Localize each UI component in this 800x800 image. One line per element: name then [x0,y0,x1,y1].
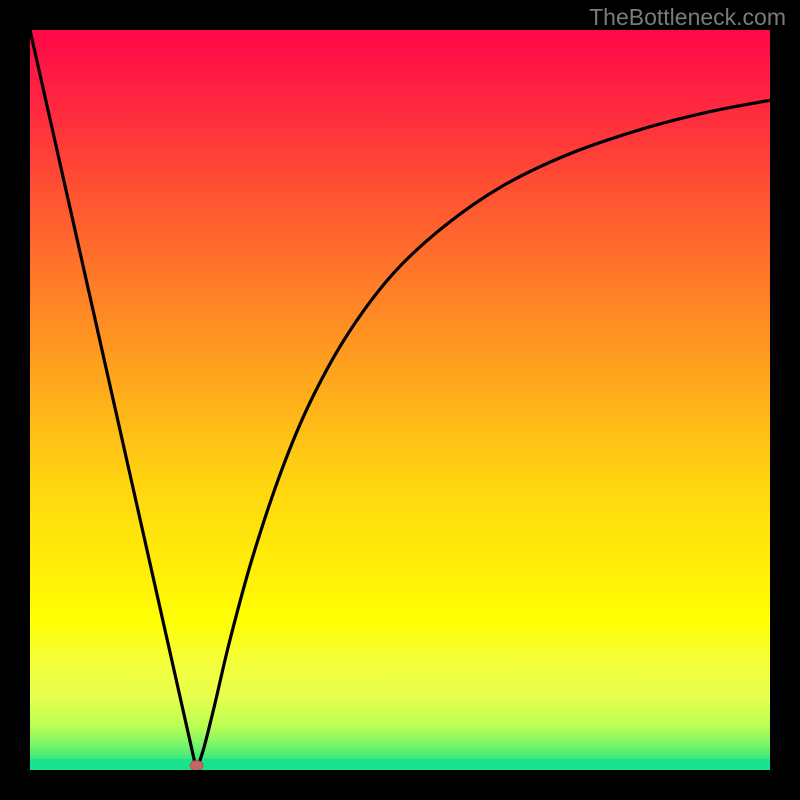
baseline-band [30,759,770,770]
plot-area [30,30,770,770]
watermark-text: TheBottleneck.com [589,4,786,31]
chart-svg [30,30,770,770]
gradient-background [30,30,770,770]
chart-container: TheBottleneck.com [0,0,800,800]
minimum-marker [190,761,203,770]
